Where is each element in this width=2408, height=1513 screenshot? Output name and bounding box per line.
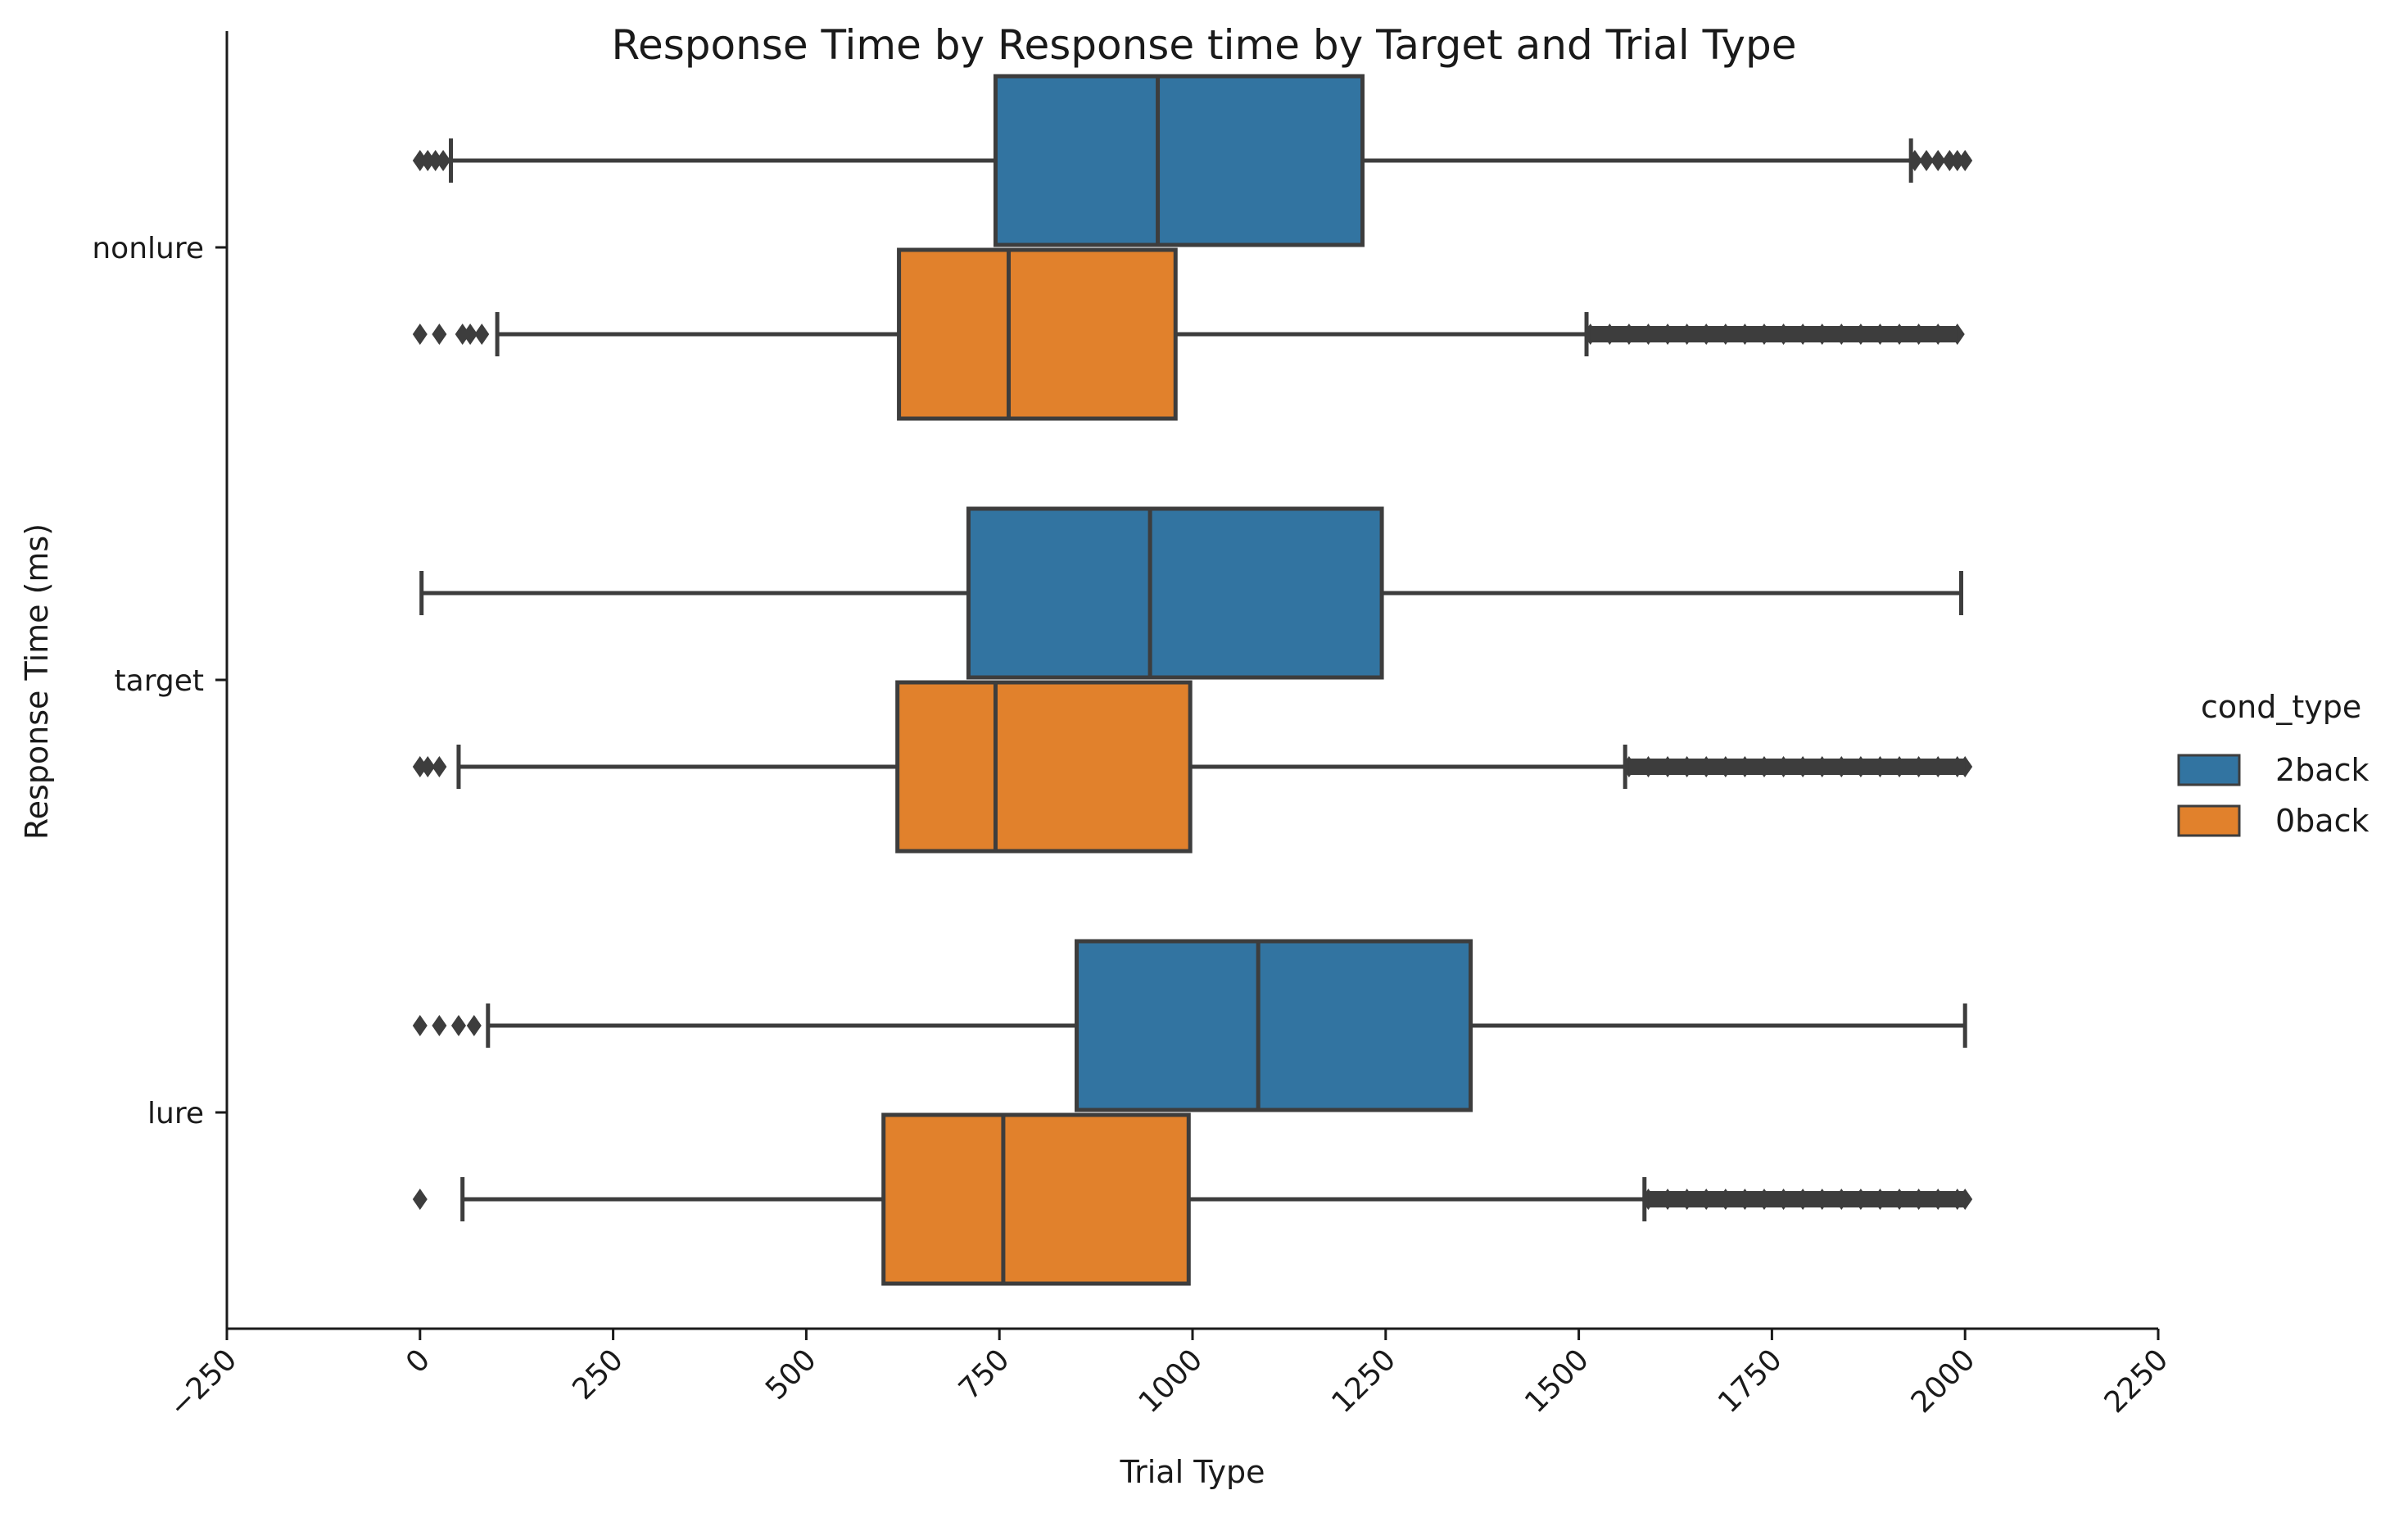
outlier-point bbox=[1907, 150, 1922, 171]
x-tick-label: 2000 bbox=[1905, 1343, 1982, 1420]
outlier-point bbox=[1949, 150, 1965, 171]
outlier-point bbox=[432, 756, 447, 777]
x-tick-label: 500 bbox=[759, 1343, 823, 1407]
x-tick-label: 2250 bbox=[2098, 1343, 2175, 1420]
box-2back-lure bbox=[412, 939, 1967, 1112]
outlier-point bbox=[432, 1015, 447, 1036]
outlier-point bbox=[412, 756, 428, 777]
outlier-point bbox=[412, 324, 428, 345]
box-2back-nonlure bbox=[412, 74, 1973, 247]
legend: cond_type 2back 0back bbox=[2177, 689, 2369, 839]
outlier-point bbox=[412, 1015, 428, 1036]
iqr-box bbox=[881, 1112, 1191, 1286]
outlier-point bbox=[412, 1189, 428, 1210]
outlier-point bbox=[455, 324, 470, 345]
iqr-box bbox=[993, 74, 1365, 247]
legend-title: cond_type bbox=[2201, 689, 2361, 725]
x-tick-label: 1000 bbox=[1133, 1343, 1210, 1420]
x-axis-label: Trial Type bbox=[1119, 1454, 1265, 1490]
outlier-point bbox=[420, 756, 436, 777]
outlier-point bbox=[412, 150, 428, 171]
y-tick-label-lure: lure bbox=[147, 1097, 204, 1130]
x-tick-label: 750 bbox=[953, 1343, 1016, 1407]
box-0back-lure bbox=[412, 1112, 1973, 1286]
x-axis-ticks: −250 0 250 500 750 1000 1250 1500 1750 2000 2250 bbox=[162, 1329, 2175, 1424]
iqr-box bbox=[1075, 939, 1473, 1112]
outlier-point bbox=[1958, 150, 1973, 171]
x-tick-label: 1750 bbox=[1712, 1343, 1789, 1420]
legend-label-2back: 2back bbox=[2275, 752, 2369, 788]
outlier-point bbox=[420, 150, 436, 171]
outlier-band bbox=[1648, 1191, 1966, 1207]
y-tick-label-target: target bbox=[115, 664, 204, 698]
iqr-box bbox=[966, 506, 1384, 680]
x-tick-label: −250 bbox=[162, 1343, 243, 1424]
y-axis-ticks: nonlure target lure bbox=[92, 232, 227, 1130]
outlier-point bbox=[1930, 150, 1946, 171]
x-tick-label: 0 bbox=[400, 1343, 437, 1379]
outlier-point bbox=[1942, 150, 1958, 171]
legend-swatch-0back bbox=[2177, 804, 2241, 837]
outlier-point bbox=[1919, 150, 1935, 171]
outlier-point bbox=[466, 1015, 482, 1036]
x-tick-label: 1250 bbox=[1325, 1343, 1402, 1420]
box-0back-nonlure bbox=[412, 247, 1965, 421]
outlier-point bbox=[428, 150, 443, 171]
box-groups bbox=[412, 74, 1973, 1286]
y-tick-label-nonlure: nonlure bbox=[92, 232, 204, 265]
outlier-point bbox=[432, 324, 447, 345]
box-2back-target bbox=[419, 506, 1963, 680]
box-0back-target bbox=[412, 680, 1973, 854]
iqr-box bbox=[897, 247, 1178, 421]
outlier-point bbox=[436, 150, 451, 171]
x-tick-label: 250 bbox=[566, 1343, 630, 1407]
y-axis-label: Response Time (ms) bbox=[19, 523, 55, 840]
outlier-band bbox=[1628, 759, 1966, 775]
x-tick-label: 1500 bbox=[1519, 1343, 1596, 1420]
chart-title: Response Time by Response time by Target… bbox=[611, 21, 1796, 69]
outlier-point bbox=[474, 324, 490, 345]
legend-swatch-2back bbox=[2177, 754, 2241, 786]
legend-label-0back: 0back bbox=[2275, 803, 2369, 839]
iqr-box bbox=[895, 680, 1193, 854]
outlier-point bbox=[450, 1015, 466, 1036]
outlier-band bbox=[1590, 326, 1958, 342]
outlier-point bbox=[463, 324, 478, 345]
